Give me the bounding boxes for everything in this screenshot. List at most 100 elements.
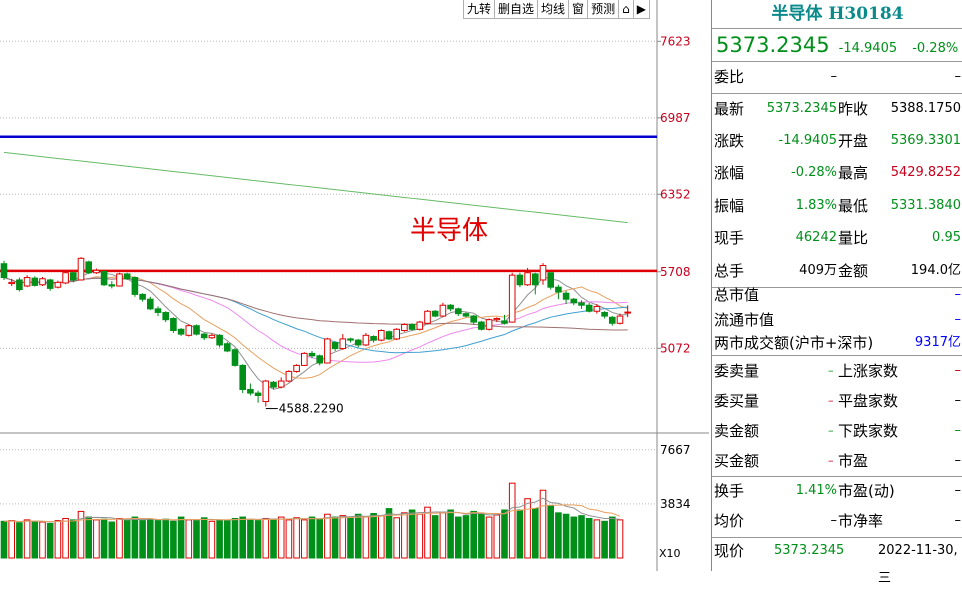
price-tick-label-3: 5708: [660, 265, 691, 279]
volume-bar-77: [593, 519, 601, 559]
volume-bar-24: [185, 519, 193, 559]
volume-bar-66: [508, 482, 516, 559]
candle-body-11: [85, 261, 93, 274]
volume-bar-52: [401, 512, 408, 559]
volume-bar-79: [609, 516, 616, 559]
volume-tick-label-0: 7667: [660, 443, 691, 457]
candle-body-46: [354, 339, 362, 346]
candle-body-25: [193, 325, 200, 335]
candle-body-60: [462, 313, 470, 317]
volume-bar-1: [8, 520, 15, 559]
volume-bar-75: [578, 515, 585, 559]
candle-body-16: [123, 273, 131, 280]
toolbar-nine-turn-button[interactable]: 九转: [463, 0, 496, 19]
volume-bar-51: [393, 517, 400, 559]
row-sellamt: 卖金额 – 下跌家数 –: [714, 422, 961, 440]
ma10-line: [3, 275, 628, 379]
candle-body-33: [254, 392, 262, 396]
candle-body-65: [501, 320, 508, 324]
chart-title: 半导体: [410, 216, 488, 246]
row-turn: 换手 1.41% 市盈(动) –: [714, 482, 961, 500]
volume-bar-25: [193, 520, 200, 559]
candle-body-32: [247, 388, 254, 394]
row-avg: 均价 – 市净率 –: [714, 512, 961, 530]
volume-bar-44: [339, 515, 347, 559]
volume-bar-58: [447, 509, 454, 559]
candle-body-6: [46, 279, 54, 289]
candle-body-61: [470, 315, 477, 323]
volume-bar-32: [247, 519, 254, 559]
candle-body-15: [116, 273, 123, 287]
panel-title: 半导体 H30184: [712, 0, 962, 28]
candle-body-50: [385, 331, 393, 340]
volume-bar-70: [539, 489, 547, 559]
volume-bar-61: [470, 510, 477, 559]
candle-body-21: [162, 311, 169, 321]
volume-ma10-line: [3, 504, 621, 523]
candle-body-55: [424, 310, 431, 324]
volume-tick-label-1: 3834: [660, 497, 691, 511]
volume-bar-26: [200, 517, 208, 559]
candle-body-75: [578, 302, 585, 306]
volume-bar-34: [262, 517, 270, 559]
toolbar-remove-watchlist-button[interactable]: 删自选: [494, 0, 539, 19]
row-turnover2: 两市成交额(沪市+深市) 9317亿: [714, 334, 961, 352]
candle-body-47: [362, 334, 370, 346]
row-weibi: 委比 – –: [714, 68, 961, 86]
toolbar-ma-button[interactable]: 均线: [537, 0, 570, 19]
volume-bar-33: [254, 520, 262, 559]
candle-body-56: [431, 310, 439, 317]
volume-bar-47: [362, 516, 370, 559]
volume-bar-72: [555, 512, 562, 559]
candle-body-68: [524, 272, 531, 286]
volume-bar-6: [46, 522, 54, 559]
volume-bar-37: [285, 519, 293, 559]
volume-bar-46: [354, 513, 362, 559]
volume-bar-28: [216, 519, 223, 559]
volume-bar-39: [301, 519, 308, 559]
row-now: 现价 5373.2345 2022-11-30,三: [714, 542, 958, 586]
volume-bar-40: [308, 516, 316, 559]
volume-bar-36: [277, 516, 285, 559]
candle-body-72: [555, 286, 562, 293]
candle-body-20: [154, 308, 162, 313]
row-current: 现手 46242 量比 0.95: [714, 229, 961, 247]
candle-body-70: [539, 265, 547, 281]
candle-body-54: [416, 321, 424, 330]
volume-bar-7: [54, 520, 62, 559]
volume-bar-43: [331, 516, 339, 559]
volume-bar-56: [431, 515, 439, 559]
row-change: 涨跌 -14.9405 开盘 5369.3301: [714, 132, 961, 150]
toolbar-window-button[interactable]: 窗: [568, 0, 589, 19]
volume-bar-48: [370, 513, 377, 559]
volume-bar-5: [39, 521, 46, 559]
candle-body-29: [224, 343, 231, 352]
chart-toolbar: 九转 删自选 均线 窗 预测 ⌂ ▶: [463, 0, 650, 19]
candle-body-4: [31, 277, 39, 286]
volume-bar-30: [231, 517, 239, 559]
volume-bar-65: [501, 509, 508, 559]
toolbar-forecast-button[interactable]: 预测: [587, 0, 620, 19]
expand-arrow-icon[interactable]: ▶: [632, 0, 650, 19]
candle-body-71: [547, 272, 555, 288]
candles: [0, 257, 632, 407]
lock-icon[interactable]: ⌂: [618, 0, 634, 19]
candle-body-81: [624, 311, 632, 314]
candle-body-19: [147, 298, 154, 310]
candle-body-1: [8, 281, 15, 285]
candle-body-42: [324, 338, 331, 364]
candle-body-43: [331, 342, 339, 350]
volume-bar-11: [85, 516, 93, 559]
volume-bar-19: [147, 519, 154, 559]
candle-body-44: [339, 338, 347, 350]
price-tick-label-2: 6352: [660, 187, 691, 201]
row-latest: 最新 5373.2345 昨收 5388.1750: [714, 100, 961, 118]
volume-bar-16: [123, 519, 131, 559]
price-tick-label-0: 7623: [660, 34, 691, 48]
kline-chart[interactable]: 7623 6987 6352 5708 5072 7667 3834 X10 4588.2290…: [0, 0, 709, 571]
candle-body-77: [593, 305, 601, 312]
candle-body-80: [616, 315, 624, 324]
candle-body-57: [439, 304, 447, 317]
candle-body-26: [200, 333, 208, 339]
volume-bar-71: [547, 505, 555, 559]
